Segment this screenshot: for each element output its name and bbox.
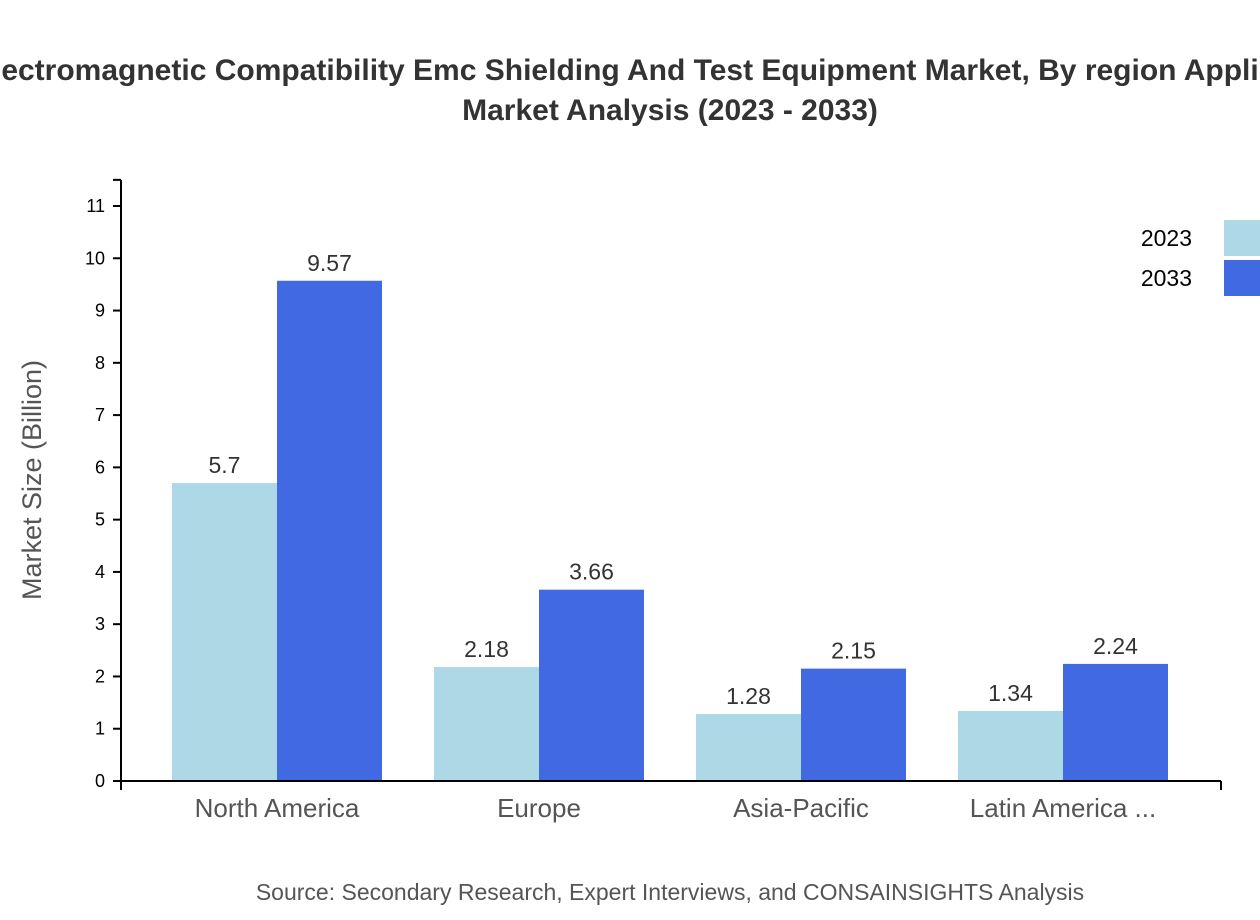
x-tick-label: North America xyxy=(195,793,360,823)
legend-swatch xyxy=(1224,260,1260,296)
y-tick-label: 5 xyxy=(95,510,105,530)
bar-2023 xyxy=(434,667,539,781)
x-tick-label: Europe xyxy=(497,793,581,823)
legend-label: 2023 xyxy=(1141,225,1192,251)
data-label: 3.66 xyxy=(569,559,614,585)
y-tick-label: 4 xyxy=(95,562,105,582)
chart-title-line2: Market Analysis (2023 - 2033) xyxy=(462,94,878,127)
chart-title-line1: Electromagnetic Compatibility Emc Shield… xyxy=(0,54,1260,87)
data-label: 2.24 xyxy=(1093,633,1138,659)
bar-2033 xyxy=(1063,663,1168,781)
data-label: 1.34 xyxy=(988,680,1033,706)
bar-2033 xyxy=(539,589,644,781)
y-tick-label: 1 xyxy=(95,719,105,739)
y-axis-label: Market Size (Billion) xyxy=(17,360,47,600)
y-tick-label: 10 xyxy=(85,248,105,268)
data-label: 9.57 xyxy=(307,250,352,276)
y-tick-label: 9 xyxy=(95,301,105,321)
data-label: 5.7 xyxy=(209,452,241,478)
data-label: 2.18 xyxy=(464,636,509,662)
data-label: 2.15 xyxy=(831,638,876,664)
legend-swatch xyxy=(1224,220,1260,256)
bar-2023 xyxy=(696,714,801,781)
x-tick-label: Asia-Pacific xyxy=(733,793,869,823)
x-tick-label: Latin America ... xyxy=(970,793,1156,823)
bar-2033 xyxy=(801,668,906,781)
y-tick-label: 2 xyxy=(95,666,105,686)
y-tick-label: 0 xyxy=(95,771,105,791)
y-tick-label: 11 xyxy=(86,196,105,216)
bar-2023 xyxy=(172,483,277,781)
bar-2023 xyxy=(958,710,1063,781)
y-tick-label: 7 xyxy=(95,405,105,425)
legend-label: 2033 xyxy=(1141,265,1192,291)
y-tick-label: 3 xyxy=(95,614,105,634)
data-label: 1.28 xyxy=(726,683,771,709)
source-note: Source: Secondary Research, Expert Inter… xyxy=(256,879,1084,905)
y-tick-label: 8 xyxy=(95,353,105,373)
y-tick-label: 6 xyxy=(95,457,105,477)
bar-2033 xyxy=(277,280,382,781)
